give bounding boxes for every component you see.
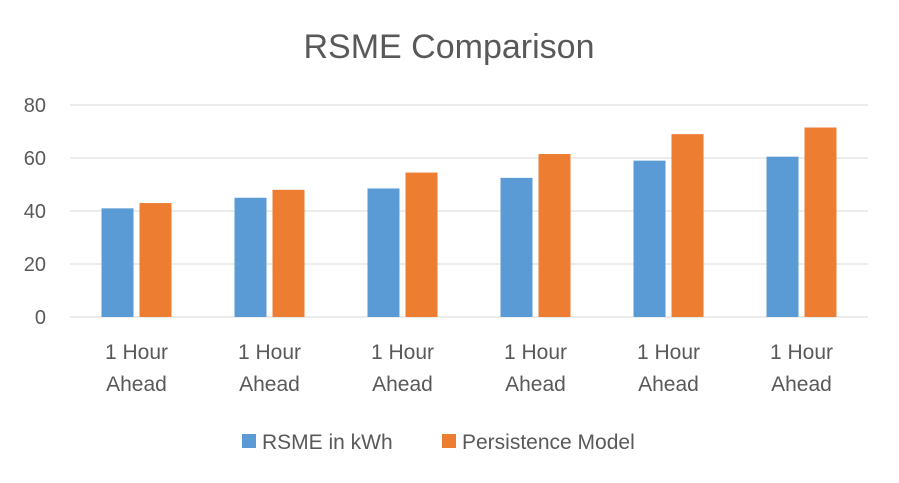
- x-axis-ticks: 1 Hour Ahead 1 Hour Ahead 1 Hour Ahead 1 Hour A…: [105, 341, 833, 396]
- bar-rsme-2: [234, 197, 267, 317]
- bars: [101, 127, 837, 318]
- x-tick-label: 1 Hour Ahead: [105, 341, 168, 396]
- legend-label-rsme: RSME in kWh: [262, 431, 393, 454]
- bar-persistence-4: [538, 154, 571, 317]
- bar-persistence-3: [405, 172, 438, 317]
- legend-label-persistence: Persistence Model: [462, 431, 635, 454]
- legend: RSME in kWh Persistence Model: [242, 431, 635, 454]
- x-tick-label: 1 Hour Ahead: [770, 341, 833, 396]
- bar-persistence-2: [272, 189, 305, 317]
- bar-persistence-1: [139, 203, 172, 317]
- y-tick-label: 40: [24, 201, 46, 223]
- y-tick-label: 20: [24, 254, 46, 276]
- y-axis-ticks: 0 20 40 60 80: [24, 95, 46, 329]
- legend-swatch-rsme: [242, 434, 256, 448]
- x-tick-label: 1 Hour Ahead: [637, 341, 700, 396]
- bar-persistence-5: [671, 134, 704, 317]
- legend-swatch-persistence: [442, 434, 456, 448]
- bar-rsme-3: [367, 188, 400, 317]
- x-tick-label: 1 Hour Ahead: [371, 341, 434, 396]
- y-tick-label: 80: [24, 95, 46, 117]
- bar-rsme-6: [766, 156, 799, 317]
- bar-persistence-6: [804, 127, 837, 318]
- gridlines: [70, 104, 868, 318]
- x-tick-label: 1 Hour Ahead: [238, 341, 301, 396]
- bar-rsme-4: [500, 177, 533, 317]
- y-tick-label: 0: [35, 307, 46, 329]
- bar-rsme-1: [101, 208, 134, 317]
- x-tick-label: 1 Hour Ahead: [504, 341, 567, 396]
- bar-rsme-5: [633, 160, 666, 317]
- chart-title: RSME Comparison: [304, 28, 595, 66]
- y-tick-label: 60: [24, 148, 46, 170]
